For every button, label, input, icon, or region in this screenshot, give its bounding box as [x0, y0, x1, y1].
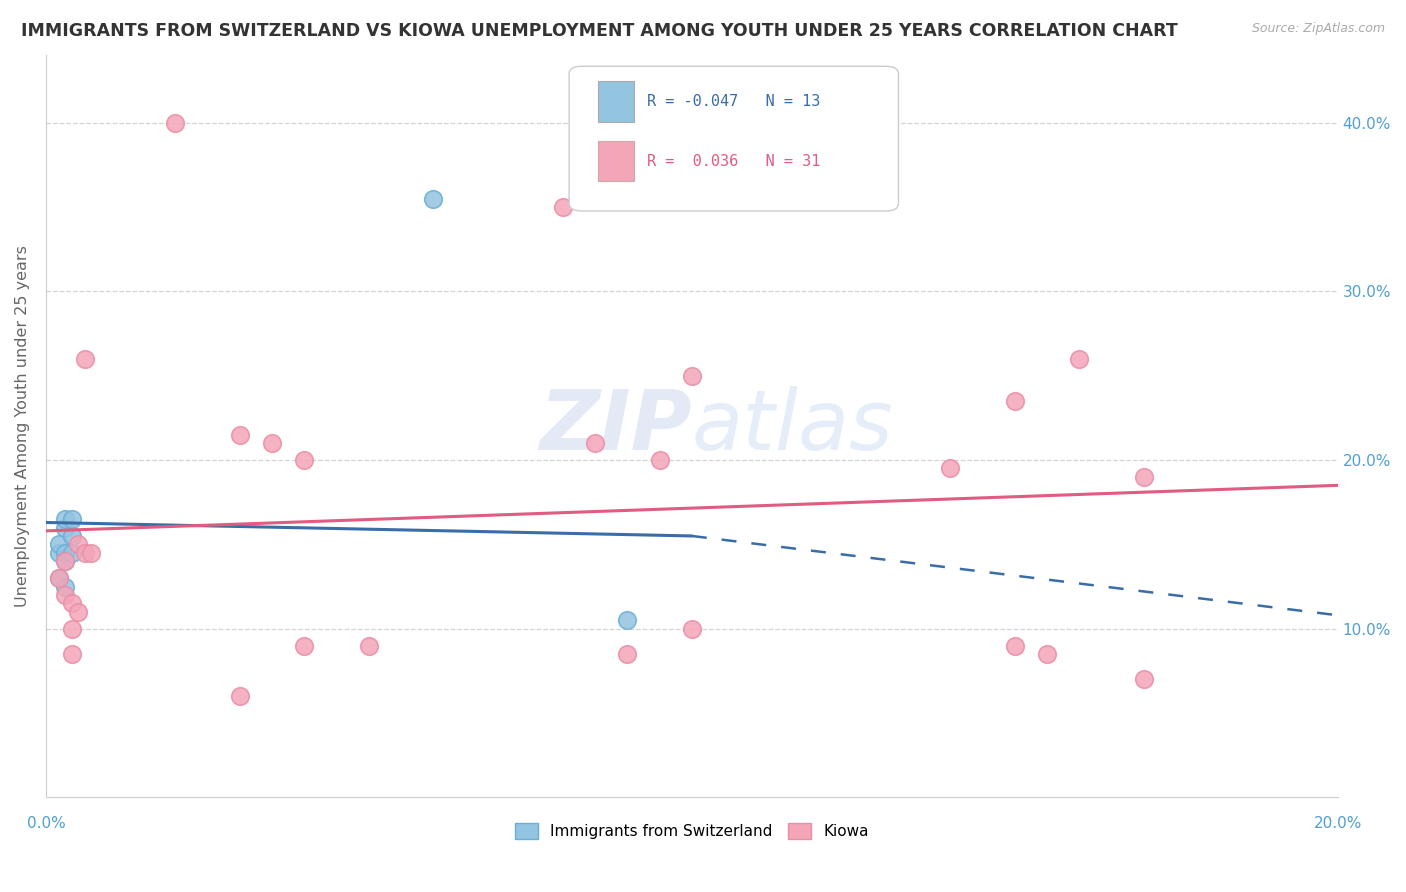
- Point: [616, 647, 638, 661]
- Point: [165, 115, 187, 129]
- Point: [616, 613, 638, 627]
- Point: [1069, 351, 1091, 366]
- Point: [292, 453, 315, 467]
- Text: atlas: atlas: [692, 386, 893, 467]
- Text: R =  0.036   N = 31: R = 0.036 N = 31: [647, 153, 820, 169]
- Y-axis label: Unemployment Among Youth under 25 years: Unemployment Among Youth under 25 years: [15, 245, 30, 607]
- Point: [80, 546, 103, 560]
- FancyBboxPatch shape: [598, 141, 634, 181]
- Text: ZIP: ZIP: [538, 386, 692, 467]
- FancyBboxPatch shape: [598, 81, 634, 122]
- Point: [73, 351, 96, 366]
- Point: [228, 427, 250, 442]
- Legend: Immigrants from Switzerland, Kiowa: Immigrants from Switzerland, Kiowa: [509, 817, 875, 846]
- Point: [939, 461, 962, 475]
- Point: [1133, 470, 1156, 484]
- Point: [60, 596, 83, 610]
- Point: [1133, 673, 1156, 687]
- Point: [53, 588, 76, 602]
- Point: [48, 537, 70, 551]
- Point: [60, 647, 83, 661]
- Point: [60, 529, 83, 543]
- FancyBboxPatch shape: [569, 66, 898, 211]
- Text: R = -0.047   N = 13: R = -0.047 N = 13: [647, 95, 820, 110]
- Point: [422, 192, 444, 206]
- Point: [1036, 647, 1059, 661]
- Point: [228, 690, 250, 704]
- Point: [583, 436, 606, 450]
- Point: [681, 368, 703, 383]
- Point: [53, 580, 76, 594]
- Point: [648, 453, 671, 467]
- Point: [53, 512, 76, 526]
- Point: [53, 554, 76, 568]
- Point: [60, 546, 83, 560]
- Point: [681, 622, 703, 636]
- Text: IMMIGRANTS FROM SWITZERLAND VS KIOWA UNEMPLOYMENT AMONG YOUTH UNDER 25 YEARS COR: IMMIGRANTS FROM SWITZERLAND VS KIOWA UNE…: [21, 22, 1178, 40]
- Point: [260, 436, 283, 450]
- Point: [1004, 639, 1026, 653]
- Point: [48, 546, 70, 560]
- Point: [292, 639, 315, 653]
- Point: [53, 520, 76, 534]
- Point: [53, 546, 76, 560]
- Point: [48, 571, 70, 585]
- Point: [73, 546, 96, 560]
- Point: [60, 622, 83, 636]
- Text: 0.0%: 0.0%: [27, 816, 65, 831]
- Point: [67, 537, 90, 551]
- Point: [53, 554, 76, 568]
- Point: [1004, 394, 1026, 409]
- Text: 20.0%: 20.0%: [1313, 816, 1362, 831]
- Point: [357, 639, 380, 653]
- Point: [67, 605, 90, 619]
- Point: [60, 512, 83, 526]
- Point: [48, 571, 70, 585]
- Point: [551, 200, 574, 214]
- Text: Source: ZipAtlas.com: Source: ZipAtlas.com: [1251, 22, 1385, 36]
